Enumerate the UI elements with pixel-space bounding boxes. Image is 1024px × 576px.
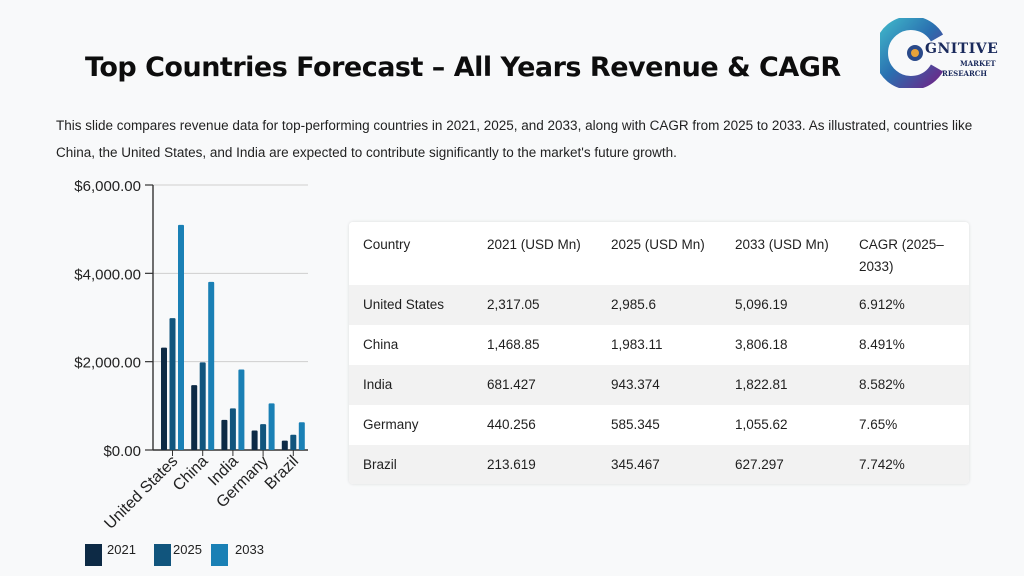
- company-logo: GNITIVE MARKET RESEARCH: [874, 16, 1000, 90]
- cell-2025: 585.345: [597, 405, 721, 445]
- legend-swatch-2025: [154, 544, 171, 566]
- cell-2021: 440.256: [473, 405, 597, 445]
- bar-brazil-2025: [290, 434, 297, 450]
- y-tick-label: $4,000.00: [74, 266, 141, 283]
- y-tick-label: $2,000.00: [74, 355, 141, 372]
- cell-2021: 213.619: [473, 445, 597, 484]
- legend-label-2021: 2021: [107, 542, 136, 557]
- intro-paragraph: This slide compares revenue data for top…: [56, 118, 973, 160]
- legend-label-2033: 2033: [235, 542, 264, 557]
- table-row: Brazil 213.619 345.467 627.297 7.742%: [349, 445, 969, 484]
- x-tick-label: United States: [101, 453, 181, 533]
- x-tick-label: Brazil: [262, 453, 302, 493]
- logo-ring-icon: [874, 16, 944, 90]
- header-2021: 2021 (USD Mn): [473, 222, 597, 285]
- revenue-bar-chart: $0.00 $2,000.00 $4,000.00 $6,000.00 United S…: [74, 178, 308, 533]
- cell-country: India: [349, 365, 473, 405]
- cell-2025: 2,985.6: [597, 285, 721, 325]
- cell-country: Brazil: [349, 445, 473, 484]
- y-tick-label: $0.00: [103, 443, 141, 460]
- bar-united-states-2021: [161, 347, 167, 450]
- bar-germany-2021: [251, 430, 258, 450]
- bar-china-2021: [191, 385, 198, 450]
- cell-country: China: [349, 325, 473, 365]
- logo-word: GNITIVE: [925, 41, 999, 57]
- bar-brazil-2021: [281, 440, 288, 450]
- table-header-row: Country 2021 (USD Mn) 2025 (USD Mn) 2033…: [349, 222, 969, 285]
- x-tick-label: China: [170, 453, 212, 495]
- cell-2033: 5,096.19: [721, 285, 845, 325]
- cell-2021: 2,317.05: [473, 285, 597, 325]
- cell-2033: 1,055.62: [721, 405, 845, 445]
- page-title: Top Countries Forecast – All Years Reven…: [85, 52, 841, 83]
- logo-sub-research: RESEARCH: [942, 69, 987, 78]
- bar-india-2021: [221, 419, 228, 450]
- table-row: China 1,468.85 1,983.11 3,806.18 8.491%: [349, 325, 969, 365]
- bar-china-2033: [208, 281, 215, 450]
- cell-cagr: 7.65%: [845, 405, 969, 445]
- cell-cagr: 8.582%: [845, 365, 969, 405]
- cell-2021: 681.427: [473, 365, 597, 405]
- cell-country: United States: [349, 285, 473, 325]
- header-country: Country: [349, 222, 473, 285]
- bar-germany-2033: [268, 403, 275, 450]
- cell-2033: 627.297: [721, 445, 845, 484]
- legend-swatch-2033: [211, 544, 228, 566]
- bar-china-2025: [199, 362, 206, 450]
- table-row: Germany 440.256 585.345 1,055.62 7.65%: [349, 405, 969, 445]
- forecast-table: Country 2021 (USD Mn) 2025 (USD Mn) 2033…: [349, 222, 969, 484]
- header-2025: 2025 (USD Mn): [597, 222, 721, 285]
- cell-country: Germany: [349, 405, 473, 445]
- y-tick-label: $6,000.00: [74, 178, 141, 195]
- cell-cagr: 8.491%: [845, 325, 969, 365]
- cell-2025: 943.374: [597, 365, 721, 405]
- header-cagr: CAGR (2025–2033): [845, 222, 969, 285]
- bar-india-2025: [229, 408, 236, 450]
- bar-brazil-2033: [298, 422, 305, 450]
- bar-united-states-2033: [178, 224, 184, 450]
- table-row: India 681.427 943.374 1,822.81 8.582%: [349, 365, 969, 405]
- table-row: United States 2,317.05 2,985.6 5,096.19 …: [349, 285, 969, 325]
- cell-2025: 1,983.11: [597, 325, 721, 365]
- bar-india-2033: [238, 369, 245, 450]
- logo-sub-market: MARKET: [960, 59, 996, 68]
- cell-2033: 3,806.18: [721, 325, 845, 365]
- cell-cagr: 6.912%: [845, 285, 969, 325]
- bar-germany-2025: [260, 424, 267, 450]
- cell-2021: 1,468.85: [473, 325, 597, 365]
- legend-swatch-2021: [85, 544, 102, 566]
- legend-label-2025: 2025: [173, 542, 202, 557]
- cell-2025: 345.467: [597, 445, 721, 484]
- header-2033: 2033 (USD Mn): [721, 222, 845, 285]
- cell-2033: 1,822.81: [721, 365, 845, 405]
- cell-cagr: 7.742%: [845, 445, 969, 484]
- bar-united-states-2025: [169, 318, 176, 450]
